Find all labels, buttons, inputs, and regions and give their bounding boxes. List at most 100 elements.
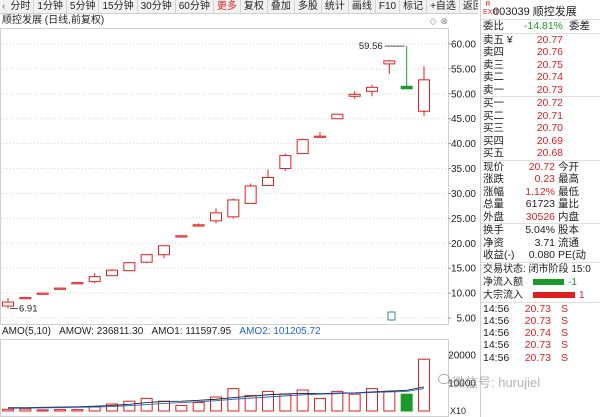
diamond-icon[interactable]: ◇ (429, 16, 437, 26)
price-tick-label: 55.00 (451, 64, 476, 75)
tick-side: S (561, 302, 569, 315)
candle (227, 198, 240, 219)
toolbar-item[interactable]: 统计 (322, 0, 349, 13)
candle-body (54, 287, 66, 290)
stat-extra-label: 内盘 (558, 210, 579, 223)
buy-level-price: 20.70 (536, 122, 563, 134)
candle-body (296, 139, 309, 155)
close-icon[interactable]: ⊗ (440, 16, 448, 26)
volume-chart[interactable]: 20000 10000 X10 (0, 339, 478, 417)
toolbar-item[interactable]: 标记 (400, 0, 428, 13)
tick-side: S (561, 327, 569, 340)
tick-time: 14:56 (483, 339, 510, 352)
stock-code: 003039 (493, 6, 530, 18)
fund-flow-value: -1 (568, 276, 577, 288)
fund-flow-value: 1 (579, 289, 585, 301)
toolbar-item[interactable]: 多股 (295, 0, 322, 13)
toolbar-item[interactable]: 5分钟 (67, 0, 100, 13)
volume-bar (71, 409, 84, 412)
toolbar-item[interactable]: 1分钟 (34, 0, 67, 13)
volume-bar (262, 390, 274, 412)
volume-bar (279, 393, 292, 412)
sell-level-price: 20.73 (536, 83, 563, 96)
tick-time: 14:56 (483, 351, 510, 364)
exit-badge[interactable]: R EXIT (483, 1, 499, 16)
sell-orderbook: 卖五 ¥ 20.77 卖四 20.76 卖三 20.75 卖二 20.74 卖一 20.73 (481, 32, 600, 97)
tick-price: 20.74 (524, 327, 551, 340)
candle-body (244, 185, 257, 204)
volume-bar (210, 396, 222, 412)
stat-value: 1.12% (525, 185, 555, 198)
volume-bar (418, 358, 430, 412)
volume-indicator-header: AMO(5,10) AMOW: 236811.30 AMO1: 111597.9… (0, 325, 478, 339)
buy-level-row: 买一 20.72 (481, 97, 600, 110)
buy-level-label: 买一 (483, 97, 504, 109)
candle-body (383, 60, 396, 65)
toolbar-item[interactable]: 60分钟 (176, 0, 214, 13)
volume-bar (106, 403, 118, 412)
toolbar-item[interactable]: 叠加 (268, 0, 295, 13)
fund-flow-bar (533, 292, 575, 298)
weibi-row: 委比 -14.81% 委差 (481, 20, 600, 33)
volume-bar (192, 402, 205, 412)
volume-bar (36, 409, 49, 412)
buy-level-label: 买三 (483, 122, 504, 134)
candlestick-chart[interactable]: 60.00 55.00 50.00 45.00 40.00 35.00 30.00 25.00… (0, 28, 478, 325)
stat-row: 涨幅 1.12% 最低 (481, 186, 600, 199)
toolbar-item[interactable]: 更多 (214, 0, 241, 13)
sell-level-row: 卖三 20.75 (481, 59, 600, 72)
toolbar-item[interactable]: F10 (376, 0, 401, 13)
stat-value: 20.72 (528, 160, 555, 173)
fund-flow-row: 大宗流入 1 (481, 289, 600, 302)
amo1-value: AMO1: 111597.95 (151, 326, 232, 337)
scroll-left-icon[interactable]: ‹ (2, 1, 6, 12)
buy-level-label: 买四 (483, 134, 504, 147)
sell-level-label: 卖二 (483, 71, 504, 83)
tick-row: 14:56 20.73 S (481, 339, 600, 351)
sell-level-price: 20.75 (536, 58, 563, 71)
toolbar-item[interactable]: 画线 (349, 0, 376, 13)
toolbar-item[interactable]: +自选 (427, 0, 460, 13)
stat-label: 收益(-) (483, 249, 515, 261)
candle (106, 269, 118, 277)
stat-value: 3.71 (534, 236, 555, 249)
stat-extra-label: 量比 (558, 198, 579, 210)
stock-code-name: 003039 顺控发展 (493, 3, 577, 19)
tick-list[interactable]: 14:56 20.73 S 14:56 20.73 S 14:56 20.74 S 14:56 20… (481, 301, 600, 364)
volume-tick-label: 10000 (448, 379, 476, 390)
fund-flow-row: 净流入额 -1 (481, 276, 600, 289)
buy-level-row: 买二 20.71 (481, 110, 600, 123)
volume-unit-label: X10 (450, 406, 466, 416)
volume-bar (54, 409, 66, 412)
stat-value: 0.23 (534, 173, 555, 185)
candle (331, 113, 344, 120)
stat-label: 换手 (483, 224, 504, 236)
buy-orderbook: 买一 20.72 买二 20.71 买三 20.70 买四 20.69 买五 20.68 (481, 96, 600, 160)
toolbar-item[interactable]: 分时 (7, 0, 35, 13)
tick-time: 14:56 (483, 327, 510, 340)
stat-extra-label: 股本 (558, 224, 579, 236)
candle (314, 132, 326, 138)
tick-price: 20.73 (524, 302, 551, 315)
price-tick-label: 10.00 (451, 289, 476, 300)
candle-body (192, 224, 205, 227)
stat-value: 30526 (525, 210, 555, 223)
candle-body (366, 86, 378, 92)
candle-body (210, 212, 222, 222)
stat-row: 收益(-) 0.080 PE(动 (481, 249, 600, 262)
high-annotation: 59.56 (359, 41, 383, 52)
buy-level-price: 20.71 (536, 109, 563, 122)
sell-level-price: 20.77 (536, 33, 563, 46)
toolbar-item[interactable]: 复权 (241, 0, 268, 13)
sell-level-label: 卖三 (483, 58, 504, 71)
candle (19, 297, 32, 300)
stat-row: 总量 61723 量比 (481, 198, 600, 211)
toolbar-item[interactable]: 返回 (460, 0, 478, 13)
candle (54, 287, 66, 290)
stat-label: 现价 (483, 160, 504, 173)
quote-header: R EXIT 003039 顺控发展 (481, 0, 600, 20)
candle (175, 235, 188, 238)
toolbar-item[interactable]: 15分钟 (99, 0, 138, 13)
toolbar-item[interactable]: 30分钟 (138, 0, 176, 13)
volume-bar (175, 404, 188, 412)
